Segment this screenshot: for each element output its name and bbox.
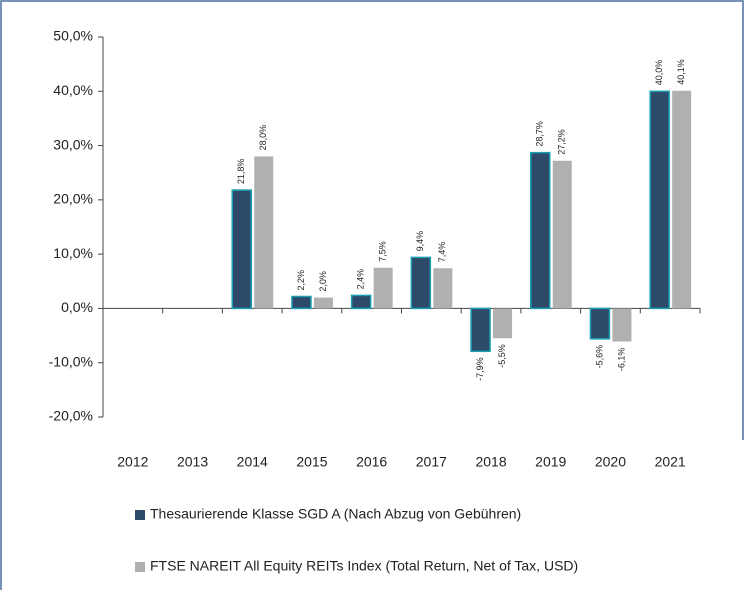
bar xyxy=(291,295,312,310)
legend-swatch xyxy=(135,510,145,520)
legend-swatch xyxy=(135,562,145,572)
value-label: 2,0% xyxy=(318,271,328,292)
x-tick-label: 2018 xyxy=(475,454,506,470)
x-tick-label: 2020 xyxy=(595,454,626,470)
bar xyxy=(530,151,551,310)
x-tick-label: 2012 xyxy=(117,454,148,470)
x-tick-label: 2014 xyxy=(237,454,268,470)
y-tick-label: 50,0% xyxy=(53,28,93,44)
bar xyxy=(231,189,252,310)
bar xyxy=(313,297,333,309)
value-label: 9,4% xyxy=(415,231,425,252)
y-tick-label: 40,0% xyxy=(53,82,93,98)
x-tick-label: 2021 xyxy=(655,454,686,470)
y-tick-label: -10,0% xyxy=(49,353,93,369)
bar xyxy=(433,268,453,309)
y-tick-label: -20,0% xyxy=(49,408,93,424)
value-label: -5,6% xyxy=(594,345,604,369)
value-label: 21,8% xyxy=(236,159,246,185)
x-tick-label: 2019 xyxy=(535,454,566,470)
value-label: 40,1% xyxy=(676,59,686,85)
value-label: -7,9% xyxy=(475,357,485,381)
bar xyxy=(410,256,432,310)
bar xyxy=(589,307,611,340)
value-label: 7,5% xyxy=(378,241,388,262)
x-tick-label: 2015 xyxy=(296,454,327,470)
value-label: 27,2% xyxy=(557,129,567,155)
y-tick-label: 30,0% xyxy=(53,136,93,152)
bar xyxy=(612,308,632,342)
y-tick-label: 20,0% xyxy=(53,191,93,207)
bar xyxy=(470,307,491,353)
value-label: 2,4% xyxy=(356,269,366,290)
legend-label: FTSE NAREIT All Equity REITs Index (Tota… xyxy=(150,558,578,574)
legend-label: Thesaurierende Klasse SGD A (Nach Abzug … xyxy=(150,506,521,522)
bar xyxy=(254,156,274,309)
y-tick-label: 0,0% xyxy=(61,299,93,315)
bar xyxy=(350,294,372,310)
x-tick-label: 2016 xyxy=(356,454,387,470)
value-label: 40,0% xyxy=(654,60,664,86)
bar xyxy=(649,90,670,310)
bar xyxy=(672,90,692,309)
value-label: 28,0% xyxy=(258,125,268,151)
y-tick-label: 10,0% xyxy=(53,245,93,261)
bar xyxy=(373,267,393,309)
x-tick-label: 2017 xyxy=(416,454,447,470)
value-label: 28,7% xyxy=(535,121,545,147)
bar xyxy=(552,160,572,309)
value-label: -6,1% xyxy=(616,348,626,372)
value-label: 7,4% xyxy=(437,242,447,263)
value-label: 2,2% xyxy=(296,270,306,291)
bar xyxy=(493,308,513,339)
value-label: -5,5% xyxy=(497,344,507,368)
x-tick-label: 2013 xyxy=(177,454,208,470)
